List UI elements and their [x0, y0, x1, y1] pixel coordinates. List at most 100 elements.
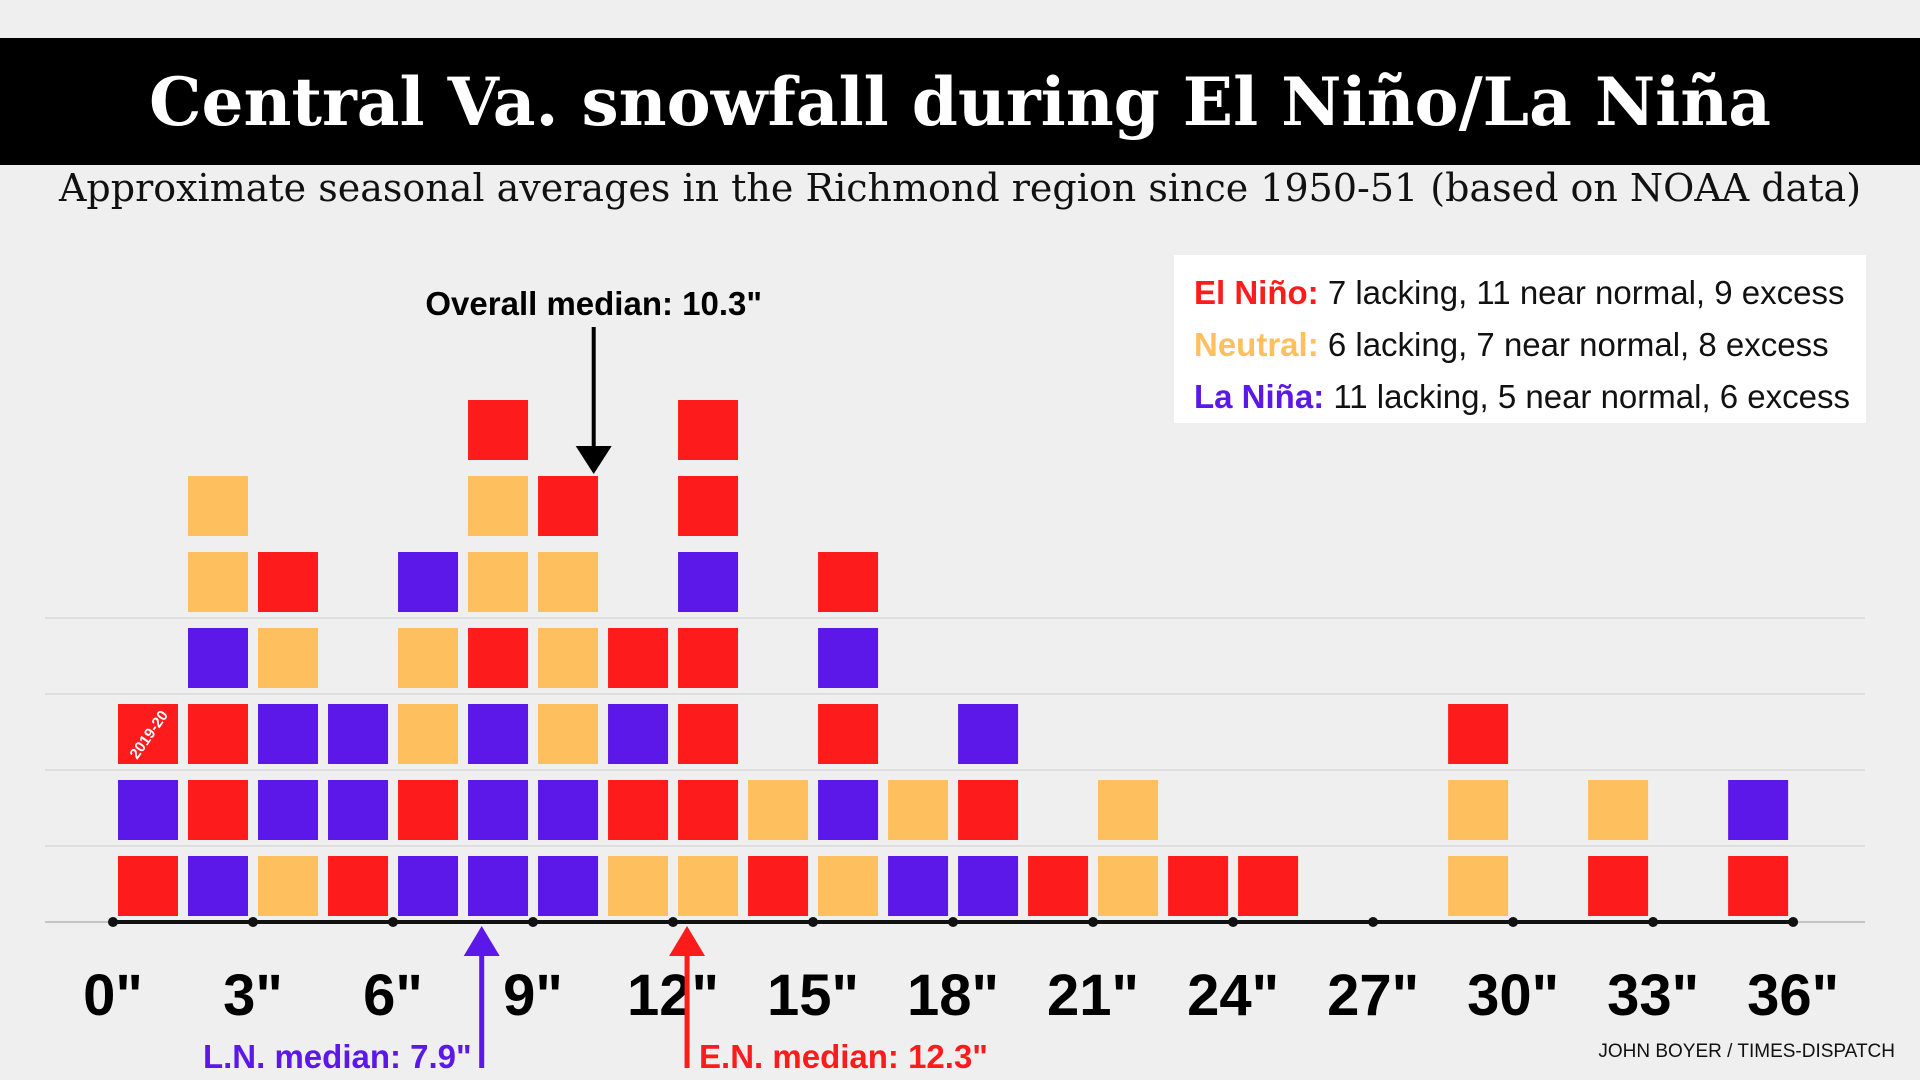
block-la-nina [188, 856, 249, 916]
x-tick-label: 24" [1187, 963, 1279, 1028]
x-tick-label: 12" [627, 963, 719, 1028]
legend: El Niño: 7 lacking, 11 near normal, 9 ex… [1174, 255, 1866, 423]
credit: JOHN BOYER / TIMES-DISPATCH [1598, 1041, 1895, 1062]
block-neutral [258, 628, 319, 688]
block-el-nino [538, 476, 599, 536]
x-tick-dot [1228, 917, 1239, 927]
block-el-nino [1028, 856, 1089, 916]
block-el-nino [1238, 856, 1299, 916]
block-la-nina [608, 704, 669, 764]
block-la-nina [398, 552, 459, 612]
block-neutral [608, 856, 669, 916]
block-el-nino [608, 780, 669, 840]
block-la-nina [188, 628, 249, 688]
block-neutral [188, 476, 249, 536]
chart-subtitle: Approximate seasonal averages in the Ric… [58, 166, 1862, 210]
block-neutral [538, 552, 599, 612]
block-neutral [258, 856, 319, 916]
block-neutral [1098, 856, 1159, 916]
x-tick-dot [948, 917, 959, 927]
block-neutral [398, 628, 459, 688]
chart-title: Central Va. snowfall during El Niño/La N… [149, 62, 1771, 141]
block-neutral [1448, 856, 1509, 916]
x-tick-dot [1648, 917, 1659, 927]
legend-neutral-text: 6 lacking, 7 near normal, 8 excess [1318, 326, 1829, 363]
legend-la-nina: La Niña: 11 lacking, 5 near normal, 6 ex… [1194, 371, 1866, 423]
block-el-nino [118, 704, 179, 764]
x-tick-label: 18" [907, 963, 999, 1028]
x-tick-dot [1788, 917, 1799, 927]
x-tick-dot [1088, 917, 1099, 927]
block-la-nina [538, 856, 599, 916]
legend-neutral-label: Neutral: [1194, 326, 1319, 363]
el-nino-median-label: E.N. median: 12.3" [699, 1038, 988, 1075]
block-neutral [1098, 780, 1159, 840]
block-el-nino [1448, 704, 1509, 764]
legend-la-nina-text: 11 lacking, 5 near normal, 6 excess [1324, 378, 1851, 415]
block-neutral [398, 704, 459, 764]
x-tick-label: 3" [223, 963, 283, 1028]
block-neutral [538, 704, 599, 764]
block-el-nino [608, 628, 669, 688]
block-neutral [188, 552, 249, 612]
block-el-nino [328, 856, 389, 916]
block-la-nina [1728, 780, 1789, 840]
block-la-nina [678, 552, 739, 612]
legend-neutral: Neutral: 6 lacking, 7 near normal, 8 exc… [1194, 319, 1866, 371]
block-la-nina [888, 856, 949, 916]
block-el-nino [468, 400, 529, 460]
block-el-nino [678, 704, 739, 764]
x-tick-label: 33" [1607, 963, 1699, 1028]
x-tick-dot [108, 917, 118, 927]
block-neutral [748, 780, 809, 840]
block-el-nino [958, 780, 1019, 840]
block-el-nino [1588, 856, 1649, 916]
block-la-nina [818, 780, 879, 840]
el-nino-median-arrow-head [669, 926, 706, 956]
block-el-nino [188, 704, 249, 764]
block-el-nino [678, 476, 739, 536]
legend-el-nino: El Niño: 7 lacking, 11 near normal, 9 ex… [1194, 267, 1866, 319]
legend-el-nino-text: 7 lacking, 11 near normal, 9 excess [1318, 274, 1845, 311]
overall-median-label: Overall median: 10.3" [425, 285, 762, 322]
x-tick-dot [388, 917, 399, 927]
block-la-nina [468, 704, 529, 764]
block-neutral [468, 552, 529, 612]
block-el-nino [188, 780, 249, 840]
block-neutral [538, 628, 599, 688]
title-bar: Central Va. snowfall during El Niño/La N… [0, 38, 1920, 165]
x-tick-dot [1508, 917, 1519, 927]
legend-el-nino-label: El Niño: [1194, 274, 1319, 311]
x-tick-dot [808, 917, 819, 927]
block-el-nino [678, 780, 739, 840]
block-neutral [818, 856, 879, 916]
block-la-nina [818, 628, 879, 688]
block-la-nina [538, 780, 599, 840]
block-el-nino [118, 856, 179, 916]
block-el-nino [678, 628, 739, 688]
block-la-nina [958, 856, 1019, 916]
x-tick-label: 21" [1047, 963, 1139, 1028]
x-tick-label: 0" [83, 963, 143, 1028]
block-la-nina [468, 856, 529, 916]
x-tick-label: 36" [1747, 963, 1839, 1028]
block-la-nina [258, 704, 319, 764]
block-el-nino [678, 400, 739, 460]
x-tick-dot [1368, 917, 1379, 927]
x-tick-label: 30" [1467, 963, 1559, 1028]
block-la-nina [328, 704, 389, 764]
block-la-nina [118, 780, 179, 840]
block-la-nina [258, 780, 319, 840]
x-tick-label: 27" [1327, 963, 1419, 1028]
block-el-nino [468, 628, 529, 688]
la-nina-median-arrow-head [463, 926, 500, 956]
x-tick-label: 15" [767, 963, 859, 1028]
block-la-nina [328, 780, 389, 840]
block-neutral [1448, 780, 1509, 840]
x-tick-dot [528, 917, 539, 927]
block-neutral [1588, 780, 1649, 840]
x-tick-label: 6" [363, 963, 423, 1028]
block-el-nino [1728, 856, 1789, 916]
block-el-nino [1168, 856, 1229, 916]
